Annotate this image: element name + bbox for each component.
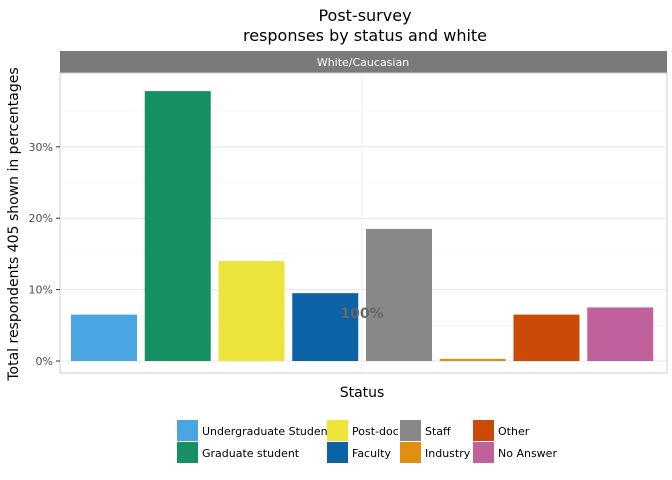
legend-label: Graduate student (202, 447, 300, 460)
y-tick-label: 30% (29, 141, 53, 154)
y-tick-label: 20% (29, 212, 53, 225)
legend-key (177, 442, 198, 463)
bars (71, 91, 654, 361)
x-axis-title: Status (340, 385, 385, 401)
bar (292, 293, 359, 361)
legend-label: Undergraduate Student (202, 425, 333, 438)
y-axis-title: Total respondents 405 shown in percentag… (6, 67, 22, 381)
legend-key (327, 420, 348, 441)
legend-key (177, 420, 198, 441)
y-tick-label: 10% (29, 284, 53, 297)
bar-annotation: 100% (340, 306, 383, 322)
legend-key (327, 442, 348, 463)
legend-label: No Answer (498, 447, 557, 460)
legend-label: Other (498, 425, 530, 438)
bar (513, 314, 580, 361)
legend-key (473, 420, 494, 441)
legend-label: Faculty (352, 447, 391, 460)
bar (587, 307, 654, 361)
chart-title-line-2: responses by status and white (243, 26, 487, 45)
legend-key (400, 420, 421, 441)
legend-key (400, 442, 421, 463)
facet-strip (60, 51, 667, 73)
chart-title-line-1: Post-survey (318, 6, 411, 25)
legend-label: Industry (425, 447, 471, 460)
y-tick-label: 0% (36, 355, 53, 368)
legend-label: Post-doc (352, 425, 399, 438)
bar (439, 358, 506, 361)
y-axis-ticks: 0% 10% 20% 30% (29, 141, 60, 368)
legend-key (473, 442, 494, 463)
legend: Undergraduate Student Graduate student Pos… (177, 420, 557, 463)
legend-label: Staff (425, 425, 451, 438)
bar (366, 228, 432, 361)
bar (71, 314, 137, 361)
bar (144, 91, 211, 361)
facet-label: White/Caucasian (317, 56, 409, 69)
bar (218, 261, 285, 361)
